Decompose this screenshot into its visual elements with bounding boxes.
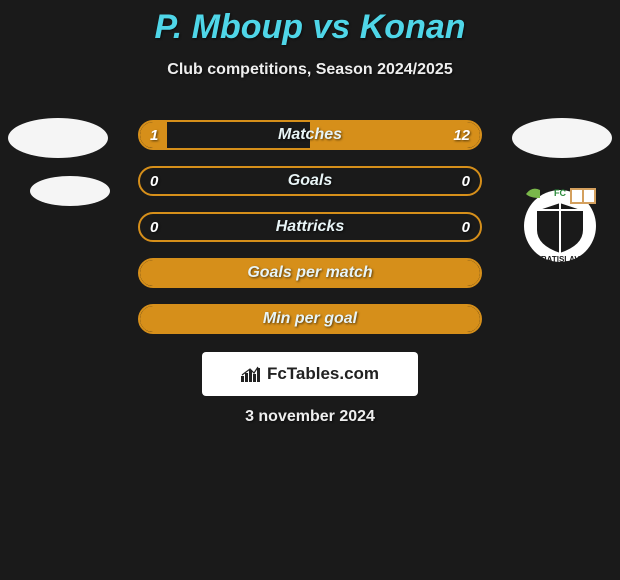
club-logo-left <box>30 176 110 206</box>
stat-label: Hattricks <box>140 218 480 236</box>
subtitle: Club competitions, Season 2024/2025 <box>0 61 620 79</box>
brand-text: FcTables.com <box>267 364 379 384</box>
stat-value-right: 0 <box>462 219 470 236</box>
stat-label: Matches <box>140 126 480 144</box>
stats-container: 1 Matches 12 0 Goals 0 0 Hattricks 0 Goa… <box>138 120 482 350</box>
stat-label: Goals per match <box>140 264 480 282</box>
stat-label: Min per goal <box>140 310 480 328</box>
date-label: 3 november 2024 <box>0 408 620 426</box>
chart-icon <box>241 366 261 382</box>
club-logo-right: FC BRATISLAVA <box>512 180 608 262</box>
stat-value-right: 12 <box>453 127 470 144</box>
player-avatar-right <box>512 118 612 158</box>
brand-box[interactable]: FcTables.com <box>202 352 418 396</box>
page-title: P. Mboup vs Konan <box>0 0 620 47</box>
stat-value-right: 0 <box>462 173 470 190</box>
stat-row-goals-per-match: Goals per match <box>138 258 482 288</box>
svg-text:FC: FC <box>554 188 566 198</box>
stat-row-hattricks: 0 Hattricks 0 <box>138 212 482 242</box>
stat-row-matches: 1 Matches 12 <box>138 120 482 150</box>
stat-row-min-per-goal: Min per goal <box>138 304 482 334</box>
player-avatar-left <box>8 118 108 158</box>
stat-row-goals: 0 Goals 0 <box>138 166 482 196</box>
stat-label: Goals <box>140 172 480 190</box>
svg-text:BRATISLAVA: BRATISLAVA <box>535 255 585 262</box>
